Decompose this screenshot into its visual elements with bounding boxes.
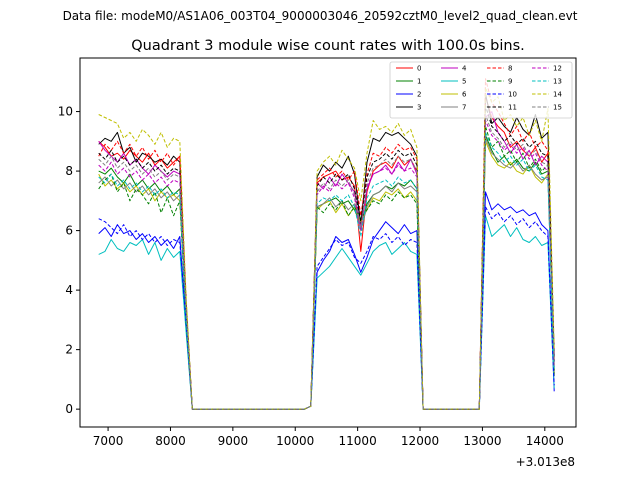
x-tick-label: 8000 <box>155 434 186 448</box>
y-tick-label: 10 <box>58 105 73 119</box>
x-tick-label: 11000 <box>339 434 377 448</box>
legend-label-11: 11 <box>508 104 517 112</box>
legend-label-5: 5 <box>462 78 466 86</box>
series-line-4 <box>98 111 555 410</box>
legend-label-2: 2 <box>417 91 421 99</box>
legend-label-8: 8 <box>508 65 512 73</box>
x-axis: 7000 8000 9000 10000 11000 12000 13000 14000 <box>93 427 564 448</box>
legend-label-6: 6 <box>462 91 467 99</box>
x-tick-label: 9000 <box>218 434 249 448</box>
y-tick-label: 6 <box>65 224 73 238</box>
legend-label-9: 9 <box>508 78 512 86</box>
y-tick-label: 4 <box>65 283 73 297</box>
series-line-8 <box>98 78 555 410</box>
legend-label-15: 15 <box>553 104 562 112</box>
legend-label-1: 1 <box>417 78 421 86</box>
legend-label-14: 14 <box>553 91 562 99</box>
y-tick-label: 0 <box>65 402 73 416</box>
series-line-2 <box>98 191 555 410</box>
series-line-11 <box>98 105 555 410</box>
x-tick-label: 7000 <box>93 434 124 448</box>
legend-label-12: 12 <box>553 65 562 73</box>
legend-label-7: 7 <box>462 104 466 112</box>
y-tick-label: 8 <box>65 164 73 178</box>
series-line-15 <box>98 114 555 410</box>
x-tick-label: 14000 <box>526 434 564 448</box>
legend-label-13: 13 <box>553 78 562 86</box>
legend-label-0: 0 <box>417 65 421 73</box>
axes-frame <box>79 57 577 428</box>
x-offset-label: +3.013e8 <box>516 455 575 469</box>
series-line-7 <box>98 137 555 410</box>
chart-title: Quadrant 3 module wise count rates with … <box>131 38 525 54</box>
legend-label-3: 3 <box>417 104 421 112</box>
plot-area <box>98 78 555 410</box>
x-tick-label: 12000 <box>401 434 439 448</box>
y-axis: 0 2 4 6 8 10 <box>58 105 80 416</box>
series-line-6 <box>98 140 555 410</box>
suptitle: Data file: modeM0/AS1A06_003T04_90000030… <box>63 9 578 23</box>
legend-label-4: 4 <box>462 65 467 73</box>
legend-frame <box>389 61 573 119</box>
series-line-12 <box>98 120 555 410</box>
x-tick-label: 10000 <box>276 434 314 448</box>
series-line-10 <box>98 206 555 410</box>
x-tick-label: 13000 <box>463 434 501 448</box>
legend-label-10: 10 <box>508 91 517 99</box>
series-line-9 <box>98 125 555 410</box>
y-tick-label: 2 <box>65 343 73 357</box>
